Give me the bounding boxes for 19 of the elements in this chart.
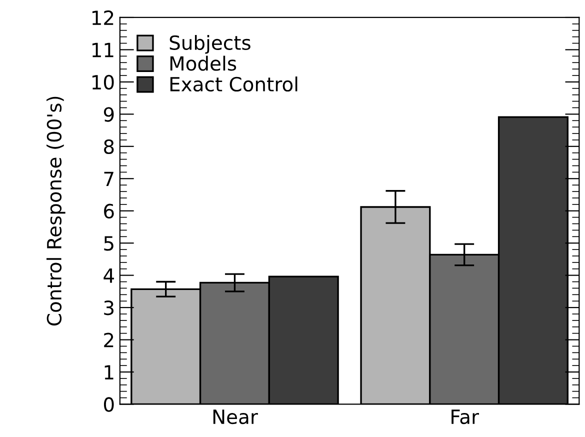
- legend-label: Exact Control: [170, 76, 298, 92]
- y-tick-label: 3: [104, 300, 114, 316]
- y-tick-label: 7: [104, 172, 114, 186]
- legend-label: Subjects: [170, 34, 250, 54]
- x-tick-label: Near: [213, 410, 258, 424]
- y-tick-label: 2: [104, 332, 114, 348]
- y-tick-label: 5: [104, 236, 114, 251]
- y-tick-label: 8: [104, 139, 114, 154]
- y-axis-title: Control Response (00's): [46, 96, 66, 326]
- y-tick-label: 4: [104, 268, 114, 283]
- y-tick-label: 10: [92, 74, 114, 90]
- x-tick-label: Far: [452, 410, 480, 424]
- legend-label: Models: [170, 56, 236, 71]
- y-tick-label: 11: [92, 42, 114, 58]
- y-tick-label: 0: [104, 397, 114, 412]
- y-tick-label: 1: [104, 365, 114, 380]
- y-tick-label: 6: [104, 204, 114, 219]
- y-tick-label: 9: [104, 107, 114, 122]
- y-tick-label: 12: [92, 10, 114, 25]
